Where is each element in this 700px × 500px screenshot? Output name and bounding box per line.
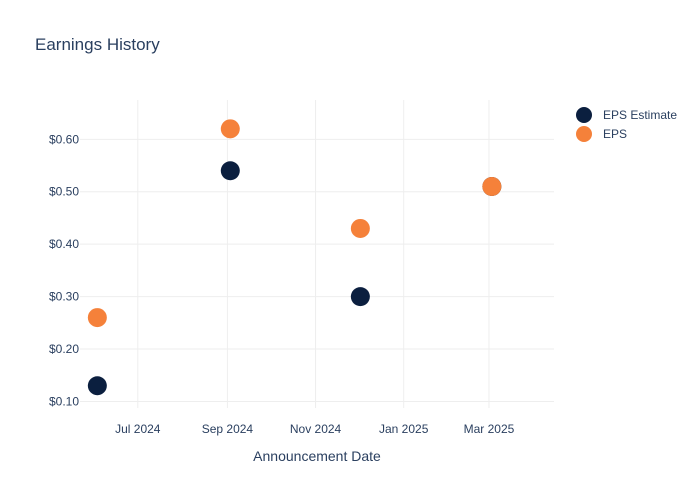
data-point[interactable] xyxy=(482,177,502,197)
legend-label[interactable]: EPS xyxy=(603,127,627,141)
y-axis-ticks: $0.10 $0.20 $0.30 $0.40 $0.50 $0.60 xyxy=(49,132,79,408)
data-point[interactable] xyxy=(87,308,107,328)
data-point[interactable] xyxy=(87,376,107,396)
legend-marker[interactable] xyxy=(576,107,592,123)
y-tick-label: $0.60 xyxy=(49,132,79,146)
y-tick-label: $0.50 xyxy=(49,185,79,199)
legend: EPS Estimate EPS xyxy=(576,107,677,142)
data-point[interactable] xyxy=(220,119,240,139)
y-tick-label: $0.10 xyxy=(49,394,79,408)
x-axis-ticks: Jul 2024 Sep 2024 Nov 2024 Jan 2025 Mar 2025 xyxy=(115,422,515,436)
y-tick-label: $0.40 xyxy=(49,237,79,251)
data-points xyxy=(87,119,502,396)
data-point[interactable] xyxy=(350,218,370,238)
x-tick-label: Sep 2024 xyxy=(202,422,254,436)
data-point[interactable] xyxy=(350,287,370,307)
x-tick-label: Nov 2024 xyxy=(290,422,342,436)
y-tick-label: $0.30 xyxy=(49,290,79,304)
legend-label[interactable]: EPS Estimate xyxy=(603,108,677,122)
y-tick-label: $0.20 xyxy=(49,342,79,356)
grid-lines xyxy=(80,100,554,408)
chart-title: Earnings History xyxy=(35,35,160,54)
x-axis-title: Announcement Date xyxy=(253,448,381,464)
x-tick-label: Jul 2024 xyxy=(115,422,161,436)
x-tick-label: Jan 2025 xyxy=(379,422,429,436)
x-tick-label: Mar 2025 xyxy=(464,422,515,436)
data-point[interactable] xyxy=(220,161,240,181)
legend-marker[interactable] xyxy=(576,126,592,142)
